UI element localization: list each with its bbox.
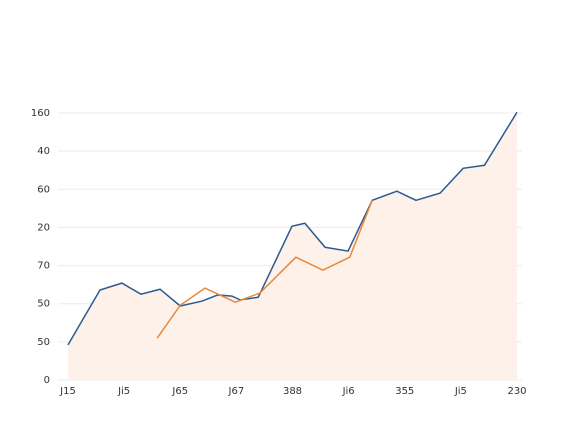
x-tick-label: 388 xyxy=(283,386,302,397)
x-tick-label: 230 xyxy=(507,386,526,397)
line xyxy=(156,200,373,339)
y-tick-label: 70 xyxy=(37,261,50,272)
line xyxy=(67,111,518,346)
y-tick-label: 60 xyxy=(37,184,50,195)
x-tick-label: Ji5 xyxy=(117,386,130,397)
x-tick-label: J67 xyxy=(228,386,245,397)
x-tick-label: 355 xyxy=(395,386,414,397)
y-tick-label: 0 xyxy=(44,375,50,386)
y-tick-label: 160 xyxy=(31,108,50,119)
y-tick-label: 50 xyxy=(37,337,50,348)
x-tick-label: J15 xyxy=(59,386,76,397)
x-tick-label: Ji5 xyxy=(454,386,467,397)
y-tick-label: 50 xyxy=(37,299,50,310)
y-tick-label: 20 xyxy=(37,222,50,233)
y-tick-label: 40 xyxy=(37,146,50,157)
x-tick-label: Ji6 xyxy=(342,386,355,397)
x-tick-label: J65 xyxy=(171,386,188,397)
area xyxy=(68,112,517,380)
